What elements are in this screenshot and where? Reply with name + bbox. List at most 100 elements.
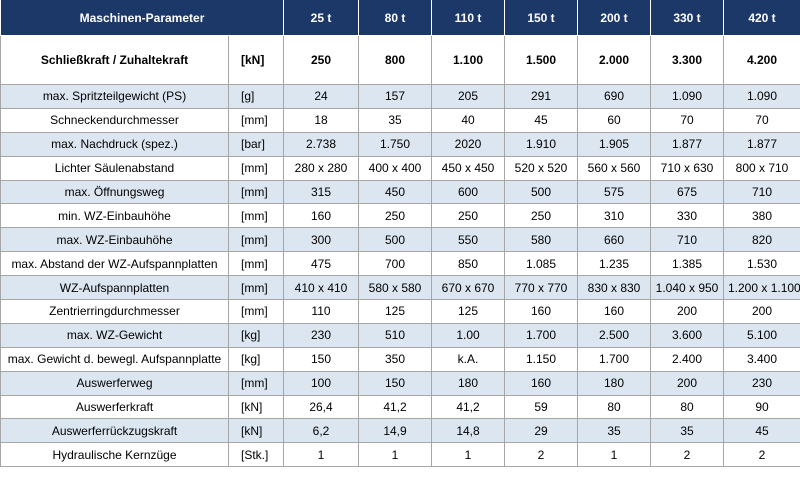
parameter-label: max. Abstand der WZ-Aufspannplatten [0,251,229,277]
parameter-label: WZ-Aufspannplatten [0,275,229,301]
value-cell: 1.877 [650,131,724,157]
unit-cell: [kN] [228,394,284,420]
unit-cell: [mm] [228,370,284,396]
table-row: Schließkraft / Zuhaltekraft [kN] 250 800 1.1… [0,35,800,85]
value-cell: 2.400 [650,346,724,372]
value-cell: 2.000 [577,35,651,85]
parameter-label: max. WZ-Einbauhöhe [0,227,229,253]
table-row: Auswerferrückzugskraft [kN] 6,2 14,9 14,8 29 3… [0,418,800,444]
value-cell: 160 [283,203,359,229]
value-cell: 1 [283,442,359,468]
parameter-label: Lichter Säulenabstand [0,155,229,181]
value-cell: 2.500 [577,322,651,348]
value-cell: 150 [358,370,432,396]
value-cell: 820 [723,227,800,253]
parameter-label: max. WZ-Gewicht [0,322,229,348]
value-cell: 315 [283,179,359,205]
value-cell: 2 [504,442,578,468]
value-cell: 40 [431,107,505,133]
value-cell: 250 [358,203,432,229]
value-cell: 180 [577,370,651,396]
value-cell: 45 [723,418,800,444]
parameter-label: Auswerferweg [0,370,229,396]
value-cell: 380 [723,203,800,229]
value-cell: 510 [358,322,432,348]
value-cell: 250 [504,203,578,229]
unit-cell: [mm] [228,251,284,277]
value-cell: 291 [504,84,578,109]
value-cell: 200 [650,370,724,396]
value-cell: 24 [283,84,359,109]
parameter-label: max. Gewicht d. bewegl. Aufspannplatte [0,346,229,372]
value-cell: 575 [577,179,651,205]
value-cell: 110 [283,299,359,324]
header-title: Maschinen-Parameter [0,0,284,36]
unit-cell: [kN] [228,418,284,444]
value-cell: 59 [504,394,578,420]
value-cell: 500 [358,227,432,253]
value-cell: 1.700 [577,346,651,372]
value-cell: 1.090 [723,84,800,109]
value-cell: 41,2 [358,394,432,420]
value-cell: 1 [577,442,651,468]
value-cell: 2 [650,442,724,468]
value-cell: 800 x 710 [723,155,800,181]
table-row: max. Gewicht d. bewegl. Aufspannplatte [k… [0,346,800,372]
header-cell: 420 t [723,0,800,36]
value-cell: 29 [504,418,578,444]
parameter-label: min. WZ-Einbauhöhe [0,203,229,229]
value-cell: 230 [283,322,359,348]
value-cell: 600 [431,179,505,205]
header-cell: 150 t [504,0,578,36]
value-cell: 560 x 560 [577,155,651,181]
value-cell: 1.040 x 950 [650,275,724,301]
value-cell: 4.200 [723,35,800,85]
value-cell: 200 [723,299,800,324]
table-row: Hydraulische Kernzüge [Stk.] 1 1 1 2 1 2 2 [0,442,800,468]
value-cell: 3.600 [650,322,724,348]
unit-cell: [bar] [228,131,284,157]
unit-cell: [mm] [228,299,284,324]
value-cell: 580 x 580 [358,275,432,301]
table-row: Zentrierringdurchmesser [mm] 110 125 125 160 1… [0,299,800,324]
value-cell: 1.200 x 1.100 [723,275,800,301]
value-cell: 310 [577,203,651,229]
value-cell: 26,4 [283,394,359,420]
table-row: max. WZ-Einbauhöhe [mm] 300 500 550 580 660 710… [0,227,800,253]
value-cell: 1.235 [577,251,651,277]
parameter-table: Maschinen-Parameter 25 t 80 t 110 t 150 t 20… [0,0,800,468]
value-cell: 80 [577,394,651,420]
value-cell: 1.150 [504,346,578,372]
header-cell: 80 t [358,0,432,36]
value-cell: 830 x 830 [577,275,651,301]
value-cell: 675 [650,179,724,205]
value-cell: 60 [577,107,651,133]
value-cell: 250 [283,35,359,85]
value-cell: 70 [723,107,800,133]
value-cell: 160 [504,370,578,396]
value-cell: 1.750 [358,131,432,157]
unit-cell: [mm] [228,203,284,229]
value-cell: 157 [358,84,432,109]
parameter-label: Auswerferkraft [0,394,229,420]
value-cell: 35 [650,418,724,444]
value-cell: 125 [431,299,505,324]
value-cell: 1.385 [650,251,724,277]
value-cell: 230 [723,370,800,396]
value-cell: 41,2 [431,394,505,420]
table-row: max. Spritzteilgewicht (PS) [g] 24 157 205 29… [0,84,800,109]
parameter-label: Schneckendurchmesser [0,107,229,133]
table-row: Auswerferweg [mm] 100 150 180 160 180 200 230 [0,370,800,396]
unit-cell: [Stk.] [228,442,284,468]
value-cell: 350 [358,346,432,372]
value-cell: 670 x 670 [431,275,505,301]
value-cell: 1.700 [504,322,578,348]
table-row: max. WZ-Gewicht [kg] 230 510 1.00 1.700 2.500 3… [0,322,800,348]
value-cell: 45 [504,107,578,133]
value-cell: 125 [358,299,432,324]
value-cell: 410 x 410 [283,275,359,301]
header-cell: 200 t [577,0,651,36]
value-cell: 1.090 [650,84,724,109]
parameter-label: Hydraulische Kernzüge [0,442,229,468]
